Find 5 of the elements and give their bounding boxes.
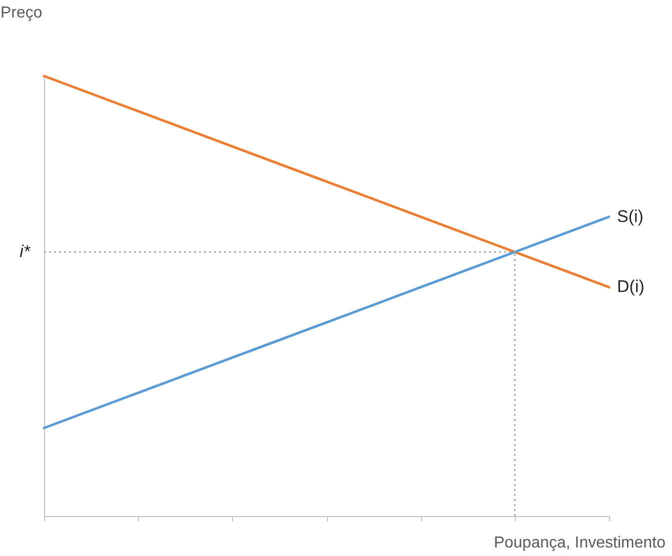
series-label: D(i) — [617, 277, 644, 296]
x-axis-title: Poupança, Investimento — [494, 534, 666, 552]
ref-line-label: i* — [20, 242, 32, 261]
y-axis-title: Preço — [0, 4, 42, 22]
series-label: S(i) — [617, 206, 644, 226]
